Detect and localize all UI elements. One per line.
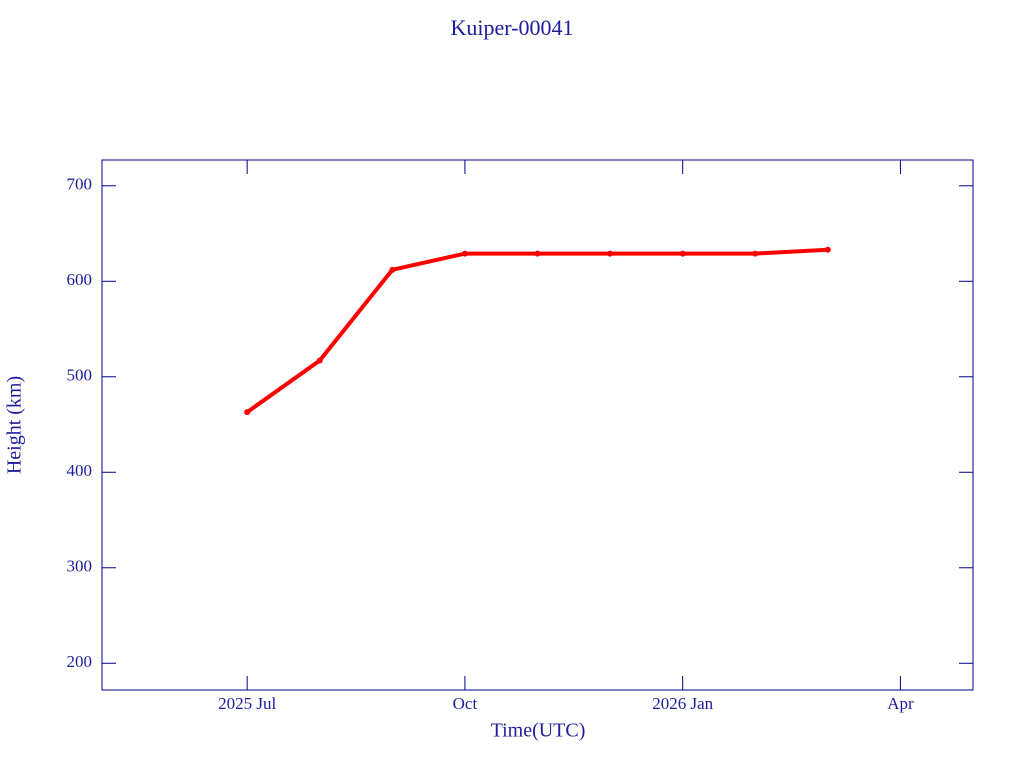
x-tick-label: 2026 Jan (652, 694, 713, 713)
data-point (461, 250, 468, 257)
y-tick-label: 200 (67, 652, 93, 671)
data-point (752, 250, 759, 257)
data-point (389, 266, 396, 273)
x-tick-label: Apr (887, 694, 914, 713)
y-axis-label: Height (km) (4, 376, 26, 474)
data-point (244, 409, 251, 416)
data-point (607, 250, 614, 257)
y-tick-label: 600 (67, 270, 93, 289)
data-point (679, 250, 686, 257)
data-point (534, 250, 541, 257)
plot-frame (101, 159, 974, 691)
x-axis-label: Time(UTC) (491, 720, 586, 742)
x-tick-label: 2025 Jul (218, 694, 276, 713)
data-point (316, 357, 323, 364)
x-tick-label: Oct (453, 694, 478, 713)
data-line (246, 247, 828, 414)
y-tick-label: 300 (67, 557, 93, 576)
y-tick-label: 700 (67, 175, 93, 194)
data-point (824, 246, 831, 253)
y-tick-label: 500 (67, 366, 93, 385)
chart-title: Kuiper-00041 (451, 15, 574, 40)
y-tick-label: 400 (67, 461, 93, 480)
